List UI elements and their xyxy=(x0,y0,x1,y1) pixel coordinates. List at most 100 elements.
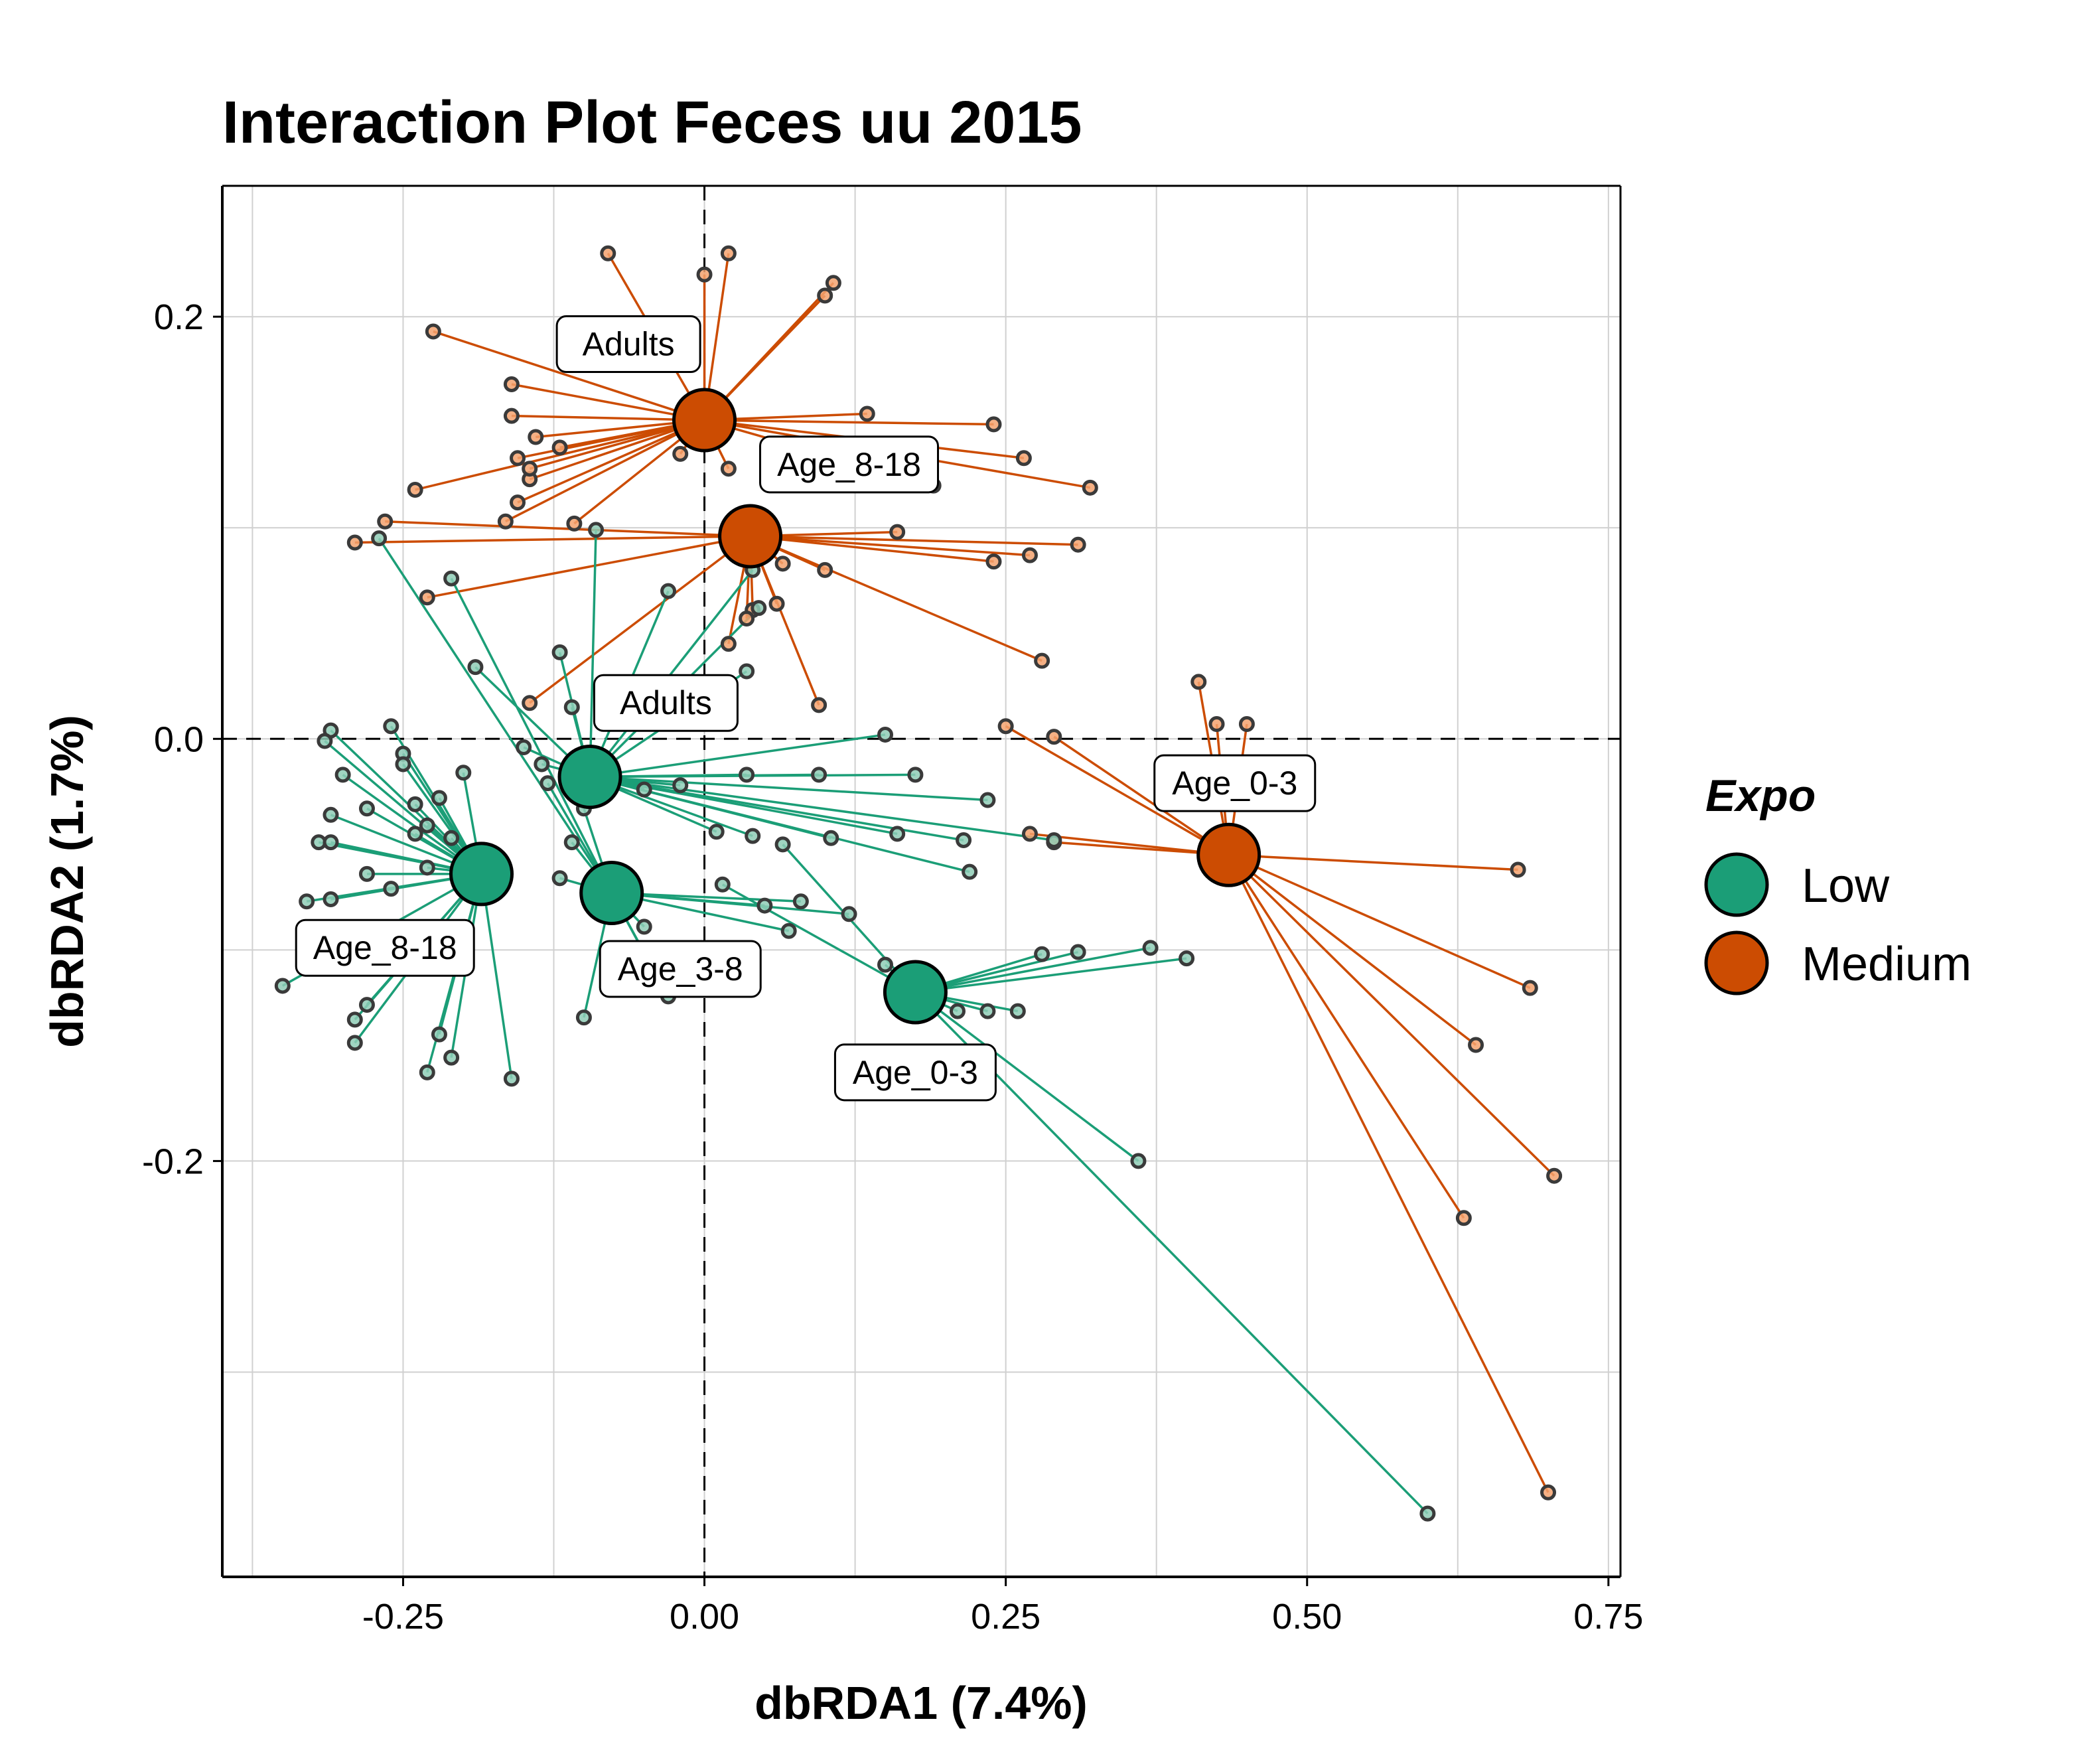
sample-point xyxy=(877,726,894,743)
sample-point xyxy=(522,695,538,711)
legend-title: Expo xyxy=(1705,771,1816,821)
group-label-text: Adults xyxy=(620,684,712,721)
spider-segment xyxy=(589,569,754,778)
sample-point xyxy=(443,1049,460,1066)
sample-point xyxy=(962,863,978,880)
sample-point xyxy=(817,561,833,578)
sample-point xyxy=(811,697,827,713)
sample-point xyxy=(497,513,514,530)
x-tick-label: -0.25 xyxy=(362,1597,444,1637)
y-axis-title: dbRDA2 (1.7%) xyxy=(41,715,93,1048)
spider-segment xyxy=(1005,725,1230,856)
spider-segment xyxy=(505,419,705,523)
sample-point xyxy=(334,767,351,783)
sample-point xyxy=(323,891,339,908)
sample-point xyxy=(551,870,568,887)
y-tick-label: 0.0 xyxy=(154,719,204,759)
spider-segment xyxy=(589,775,988,802)
spider-segment xyxy=(589,775,1054,842)
spider-segment xyxy=(589,733,886,778)
sample-point xyxy=(346,1035,363,1051)
group-label: Age_3-8 xyxy=(599,940,762,998)
spider-segment xyxy=(1228,854,1465,1219)
sample-point xyxy=(371,530,388,547)
sample-point xyxy=(539,775,556,792)
sample-point xyxy=(274,978,291,994)
sample-point xyxy=(672,445,689,462)
sample-point xyxy=(1034,946,1050,962)
spider-segment xyxy=(750,535,994,563)
group-label: Adults xyxy=(593,674,739,732)
x-tick-label: 0.50 xyxy=(1272,1597,1342,1637)
sample-point xyxy=(317,733,333,749)
sample-point xyxy=(358,800,375,817)
sample-point xyxy=(636,919,652,935)
sample-point xyxy=(636,781,652,798)
group-label: Age_8-18 xyxy=(295,919,475,977)
sample-point xyxy=(534,756,550,772)
spider-segment xyxy=(354,535,751,544)
group-centroid xyxy=(718,504,783,569)
sample-point xyxy=(575,1009,592,1026)
sample-point xyxy=(563,699,580,715)
group-label: Age_0-3 xyxy=(833,1043,997,1102)
spider-segment xyxy=(721,883,916,993)
group-label: Age_8-18 xyxy=(759,435,940,494)
sample-point xyxy=(720,461,737,477)
chart-title: Interaction Plot Feces uu 2015 xyxy=(222,90,1082,156)
spider-segment xyxy=(914,991,1429,1514)
sample-point xyxy=(660,583,677,599)
group-centroid xyxy=(672,388,737,453)
sample-point xyxy=(323,834,339,851)
sample-point xyxy=(323,806,339,823)
sample-point xyxy=(383,718,399,735)
sample-point xyxy=(817,287,833,304)
group-centroid xyxy=(449,842,514,907)
sample-point xyxy=(503,407,520,424)
sample-point xyxy=(510,450,526,467)
sample-point xyxy=(751,600,767,617)
group-centroid xyxy=(579,860,644,925)
spider-segment xyxy=(750,535,1031,557)
sample-point xyxy=(949,1003,966,1019)
sample-point xyxy=(377,513,394,530)
spider-segment xyxy=(1228,853,1531,990)
sample-point xyxy=(419,589,435,606)
sample-point xyxy=(1238,716,1255,733)
legend-key-low xyxy=(1704,852,1769,917)
spider-segment xyxy=(915,946,1151,993)
spider-segment xyxy=(914,991,1139,1162)
sample-point xyxy=(588,522,605,538)
group-centroids xyxy=(449,388,1261,1025)
legend-label-medium: Medium xyxy=(1802,938,1972,991)
sample-point xyxy=(419,1064,435,1080)
sample-point xyxy=(358,865,375,882)
spider-segment xyxy=(589,530,597,777)
sample-point xyxy=(708,824,725,840)
sample-point xyxy=(395,756,411,772)
sample-point xyxy=(1522,980,1538,996)
spider-segment xyxy=(589,775,970,873)
sample-point xyxy=(522,461,538,477)
sample-point xyxy=(768,595,785,612)
sample-point xyxy=(774,555,791,572)
y-tick-label: 0.2 xyxy=(154,297,204,337)
sample-point xyxy=(985,416,1002,433)
spider-segment xyxy=(704,419,994,426)
sample-point xyxy=(1468,1037,1484,1053)
sample-point xyxy=(407,796,423,812)
group-label-box xyxy=(295,919,475,977)
sample-point xyxy=(1540,1484,1557,1501)
sample-point xyxy=(419,817,435,834)
sample-point xyxy=(516,739,532,756)
sample-point xyxy=(431,1026,447,1043)
sample-point xyxy=(358,997,375,1013)
sample-point xyxy=(407,482,423,498)
sample-point xyxy=(443,570,460,587)
sample-point xyxy=(720,636,737,652)
spider-segment xyxy=(589,773,820,778)
sample-point xyxy=(1130,1153,1147,1169)
sample-point xyxy=(419,859,435,876)
spider-segment xyxy=(749,535,1042,662)
